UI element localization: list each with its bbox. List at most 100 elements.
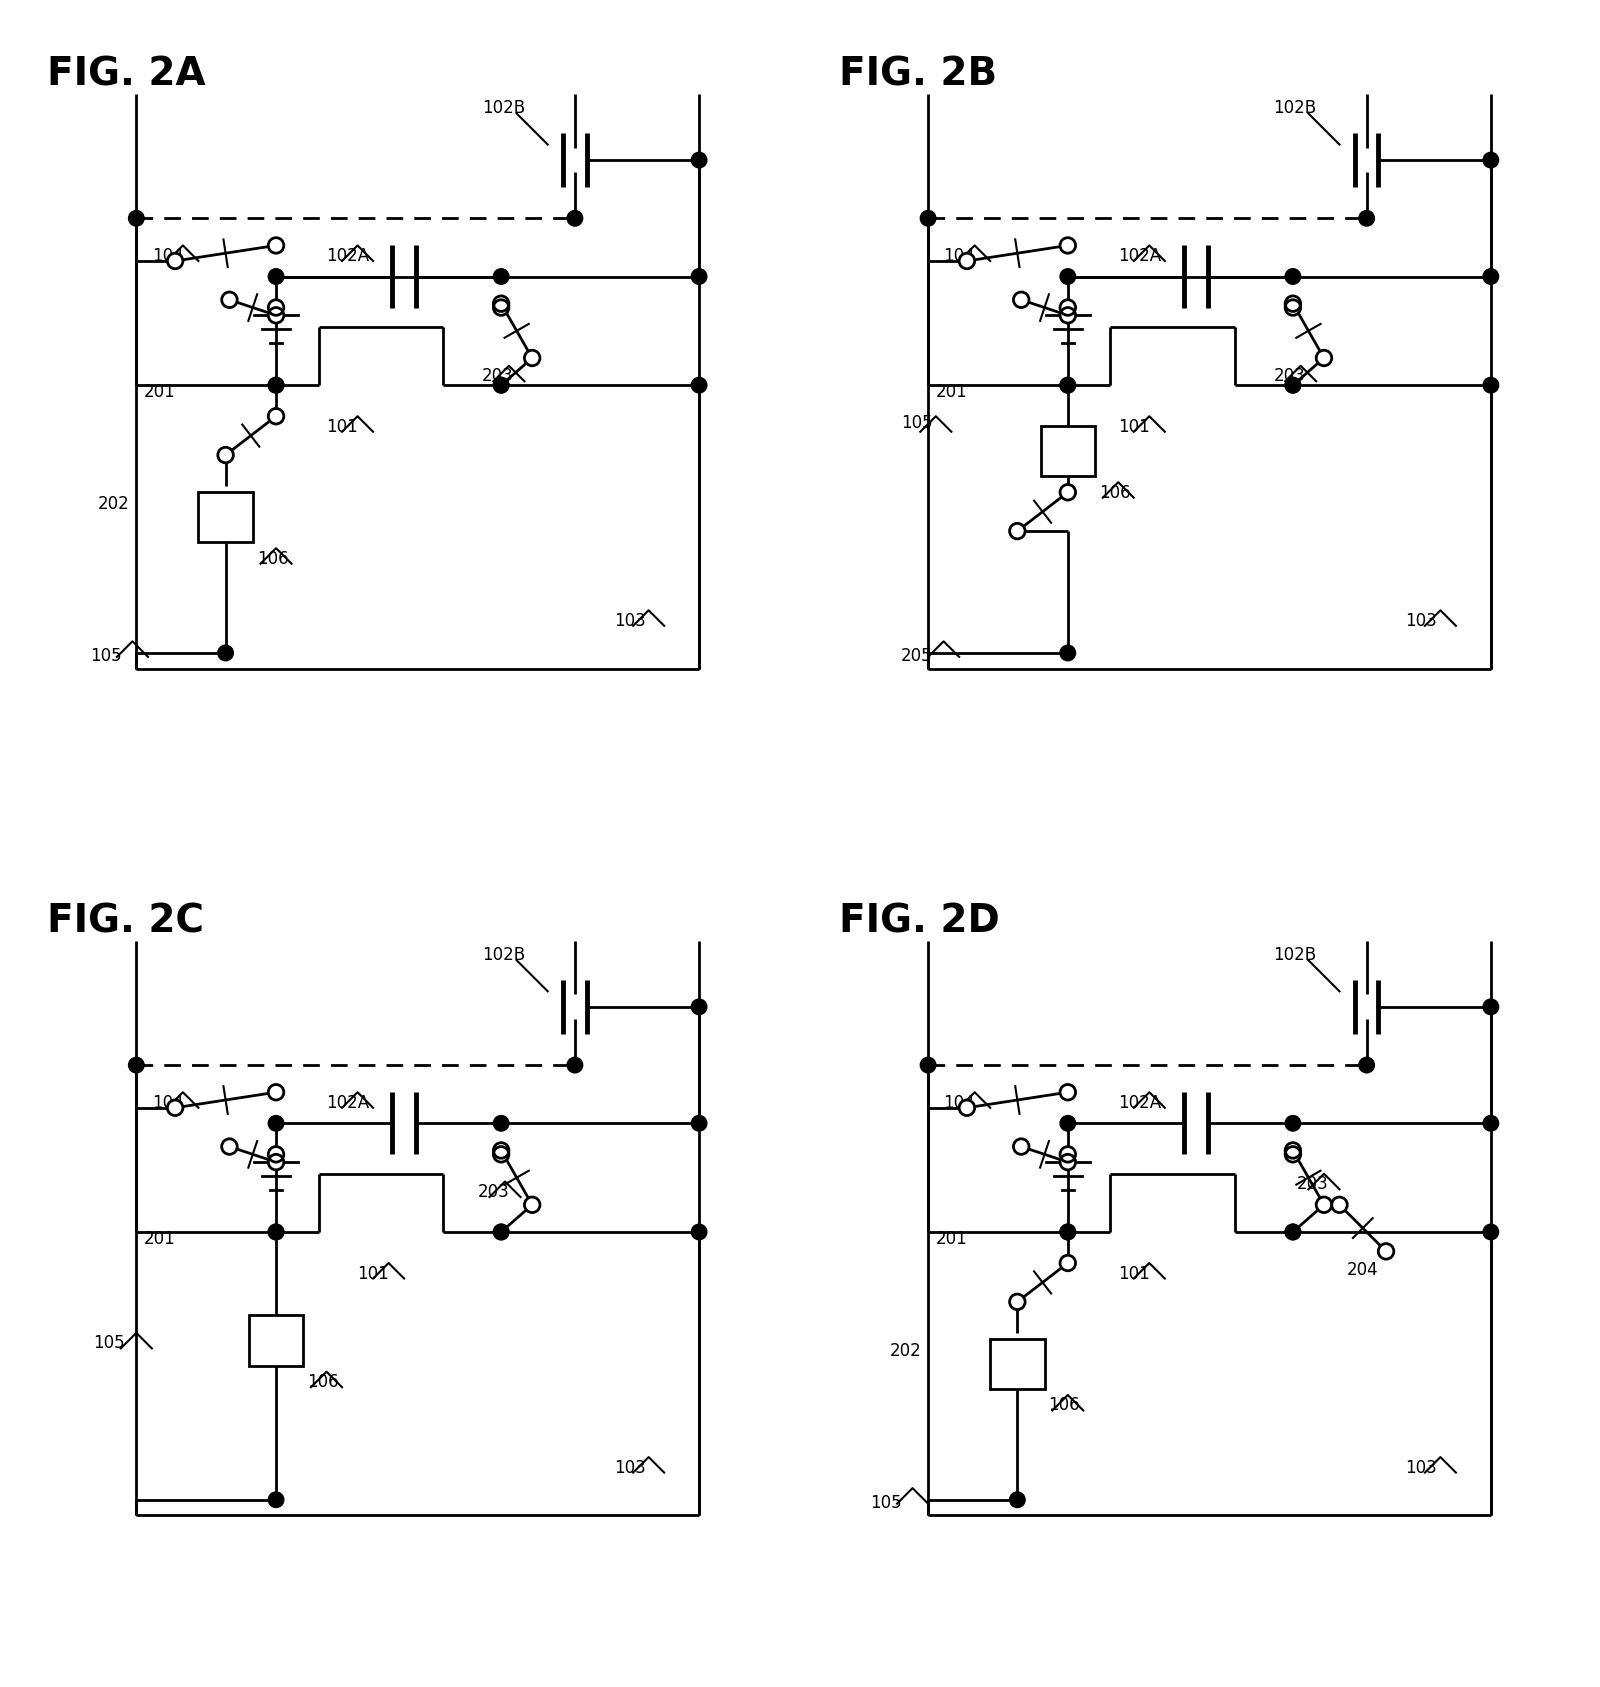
Text: 103: 103 [1405, 612, 1437, 629]
Circle shape [493, 1115, 509, 1130]
Circle shape [1285, 295, 1301, 312]
Circle shape [1013, 292, 1029, 307]
Circle shape [269, 1147, 283, 1162]
Text: 205: 205 [901, 646, 933, 665]
Text: 201: 201 [936, 383, 968, 402]
Text: 203: 203 [482, 368, 514, 385]
Circle shape [525, 351, 539, 366]
Circle shape [269, 378, 283, 393]
Circle shape [1061, 378, 1075, 393]
Circle shape [1285, 1225, 1301, 1240]
Text: 106: 106 [1099, 484, 1131, 501]
Circle shape [1285, 300, 1301, 315]
Circle shape [958, 253, 974, 268]
Text: 103: 103 [614, 612, 645, 629]
Circle shape [1061, 1154, 1075, 1169]
Circle shape [269, 1491, 283, 1508]
Circle shape [691, 1115, 707, 1130]
Circle shape [1061, 484, 1075, 499]
Text: 101: 101 [1118, 418, 1150, 435]
Text: 201: 201 [144, 1230, 176, 1248]
Circle shape [493, 1142, 509, 1159]
Circle shape [691, 1225, 707, 1240]
Circle shape [168, 1100, 182, 1115]
Circle shape [1358, 1058, 1374, 1073]
Circle shape [269, 1154, 283, 1169]
Text: FIG. 2A: FIG. 2A [46, 56, 206, 93]
Circle shape [269, 408, 283, 423]
Circle shape [218, 447, 234, 462]
Circle shape [958, 1100, 974, 1115]
Text: 203: 203 [478, 1183, 510, 1201]
Circle shape [128, 211, 144, 226]
Text: 104: 104 [152, 246, 184, 265]
Circle shape [1061, 268, 1075, 285]
Circle shape [168, 253, 182, 268]
Circle shape [1013, 1139, 1029, 1154]
Circle shape [269, 378, 283, 393]
Circle shape [269, 268, 283, 285]
Circle shape [1483, 378, 1499, 393]
Circle shape [1483, 1115, 1499, 1130]
Circle shape [1483, 268, 1499, 285]
Text: 203: 203 [1274, 368, 1306, 385]
Circle shape [1061, 300, 1075, 315]
Circle shape [691, 999, 707, 1014]
Text: 101: 101 [357, 1265, 389, 1282]
Text: 102B: 102B [482, 100, 525, 118]
Bar [198, 493, 253, 542]
Circle shape [1285, 1142, 1301, 1159]
Circle shape [1010, 1294, 1026, 1309]
Circle shape [1061, 1225, 1075, 1240]
Text: 105: 105 [901, 413, 933, 432]
Circle shape [269, 307, 283, 324]
Circle shape [493, 378, 509, 393]
Circle shape [128, 1058, 144, 1073]
Circle shape [269, 1085, 283, 1100]
Text: FIG. 2B: FIG. 2B [838, 56, 997, 93]
Text: 104: 104 [944, 1093, 976, 1112]
Text: 102A: 102A [326, 1093, 370, 1112]
Circle shape [1358, 211, 1374, 226]
Circle shape [493, 295, 509, 312]
Circle shape [920, 211, 936, 226]
Circle shape [218, 644, 234, 661]
Text: 101: 101 [1118, 1265, 1150, 1282]
Text: 105: 105 [94, 1334, 125, 1353]
Text: 103: 103 [1405, 1459, 1437, 1476]
Circle shape [493, 1225, 509, 1240]
Text: 102B: 102B [482, 946, 525, 965]
Text: 106: 106 [307, 1373, 339, 1392]
Circle shape [1285, 268, 1301, 285]
Circle shape [1285, 1225, 1301, 1240]
Text: 104: 104 [152, 1093, 184, 1112]
Text: 102A: 102A [1118, 1093, 1162, 1112]
Circle shape [493, 300, 509, 315]
Circle shape [493, 1147, 509, 1162]
Text: 202: 202 [98, 496, 130, 513]
Circle shape [920, 1058, 936, 1073]
Circle shape [1061, 1225, 1075, 1240]
Circle shape [1061, 1085, 1075, 1100]
Circle shape [269, 238, 283, 253]
Text: 102B: 102B [1274, 100, 1317, 118]
Circle shape [1061, 644, 1075, 661]
Text: 105: 105 [90, 646, 122, 665]
Circle shape [269, 1225, 283, 1240]
Text: 104: 104 [944, 246, 976, 265]
Text: 103: 103 [614, 1459, 645, 1476]
Text: 201: 201 [936, 1230, 968, 1248]
Circle shape [691, 152, 707, 167]
Circle shape [1331, 1198, 1347, 1213]
Circle shape [1285, 1115, 1301, 1130]
Circle shape [1061, 378, 1075, 393]
Bar [990, 1339, 1045, 1388]
Text: 204: 204 [1347, 1260, 1379, 1279]
Text: 106: 106 [1048, 1397, 1080, 1414]
Circle shape [493, 268, 509, 285]
Circle shape [1061, 1147, 1075, 1162]
Circle shape [566, 1058, 582, 1073]
Circle shape [269, 1115, 283, 1130]
Text: FIG. 2C: FIG. 2C [46, 903, 205, 940]
Circle shape [1285, 378, 1301, 393]
